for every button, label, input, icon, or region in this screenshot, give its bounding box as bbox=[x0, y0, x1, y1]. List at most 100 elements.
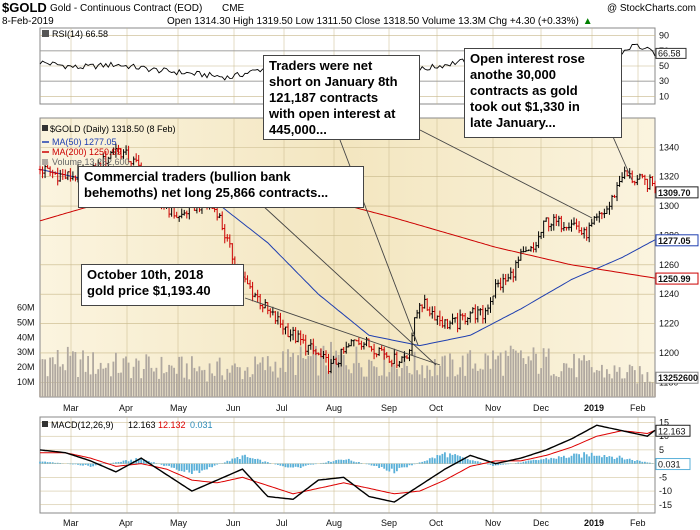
volume-bar bbox=[590, 367, 593, 397]
macd-tick-label: -5 bbox=[659, 472, 667, 482]
macd-histogram-bar bbox=[368, 463, 370, 465]
macd-histogram-bar bbox=[547, 459, 550, 464]
volume-bar bbox=[216, 361, 219, 397]
chart-date: 8-Feb-2019 bbox=[2, 16, 54, 27]
volume-bar bbox=[315, 346, 317, 397]
month-label-macd: Jun bbox=[226, 518, 241, 528]
macd-histogram-bar bbox=[315, 463, 317, 465]
macd-histogram-bar bbox=[153, 462, 155, 464]
volume-bar bbox=[552, 374, 555, 397]
macd-histogram-bar bbox=[173, 463, 175, 468]
volume-bar bbox=[603, 377, 606, 397]
volume-bar bbox=[608, 373, 611, 397]
macd-histogram-bar bbox=[223, 462, 226, 464]
macd-histogram-bar bbox=[127, 461, 130, 464]
volume-bar bbox=[461, 355, 464, 397]
volume-bar bbox=[309, 356, 312, 397]
volume-bar bbox=[578, 358, 580, 397]
macd-histogram-bar bbox=[428, 458, 431, 464]
macd-histogram-bar bbox=[269, 463, 272, 464]
volume-bar bbox=[641, 374, 644, 397]
volume-bar bbox=[99, 362, 102, 397]
macd-histogram-bar bbox=[49, 462, 51, 464]
volume-bar bbox=[512, 349, 515, 397]
volume-bar bbox=[304, 359, 307, 397]
macd-histogram-bar bbox=[342, 460, 345, 464]
macd-hist-last-box bbox=[655, 458, 691, 471]
macd-histogram-bar bbox=[183, 463, 186, 472]
macd-tick-label: -10 bbox=[659, 486, 672, 496]
macd-histogram-bar bbox=[593, 455, 596, 464]
callout-pointer bbox=[419, 129, 593, 219]
macd-histogram-bar bbox=[358, 462, 360, 464]
macd-histogram-bar bbox=[92, 463, 94, 467]
volume-bar bbox=[649, 381, 651, 397]
volume-bar bbox=[188, 379, 191, 397]
volume-bar bbox=[201, 370, 203, 397]
macd-histogram-bar bbox=[618, 455, 621, 464]
volume-bar bbox=[520, 350, 522, 397]
macd-histogram-bar bbox=[122, 460, 125, 464]
volume-bar bbox=[563, 363, 565, 397]
macd-histogram-bar bbox=[575, 453, 578, 464]
volume-bar bbox=[633, 370, 636, 397]
macd-histogram-bar bbox=[527, 460, 530, 464]
macd-histogram-bar bbox=[514, 463, 517, 464]
price-tick-label: 1220 bbox=[659, 319, 679, 329]
volume-bar bbox=[340, 349, 343, 397]
macd-histogram-bar bbox=[355, 462, 358, 464]
macd-histogram-bar bbox=[185, 463, 188, 470]
macd-histogram-bar bbox=[560, 457, 563, 464]
macd-histogram-bar bbox=[304, 463, 307, 466]
watermark: @ StockCharts.com bbox=[606, 3, 696, 14]
macd-histogram-bar bbox=[350, 460, 353, 464]
macd-histogram-bar bbox=[251, 458, 254, 464]
macd-legend-signal: 12.132 bbox=[158, 420, 186, 430]
volume-bar bbox=[621, 378, 623, 397]
volume-bar bbox=[228, 372, 231, 397]
volume-bar bbox=[226, 368, 229, 397]
volume-bar bbox=[82, 350, 84, 397]
volume-bar bbox=[107, 363, 110, 397]
volume-bar bbox=[155, 367, 158, 397]
volume-bar bbox=[289, 356, 292, 397]
volume-bar bbox=[525, 364, 527, 397]
macd-histogram-bar bbox=[552, 458, 555, 464]
volume-bar bbox=[606, 369, 608, 397]
macd-legend-hist: 0.031 bbox=[190, 420, 213, 430]
volume-bar bbox=[464, 375, 467, 397]
macd-histogram-bar bbox=[373, 463, 375, 466]
macd-histogram-bar bbox=[388, 463, 391, 472]
volume-bar bbox=[185, 363, 188, 397]
macd-histogram-bar bbox=[254, 459, 256, 464]
macd-histogram-bar bbox=[277, 463, 279, 465]
month-label-price: Nov bbox=[485, 403, 502, 413]
macd-histogram-bar bbox=[573, 453, 575, 464]
month-label-macd: Apr bbox=[119, 518, 133, 528]
volume-bar bbox=[198, 366, 201, 397]
macd-histogram-bar bbox=[84, 463, 87, 465]
volume-bar bbox=[456, 374, 459, 397]
macd-last-label: 12.163 bbox=[658, 426, 686, 436]
volume-bar bbox=[555, 376, 558, 397]
macd-histogram-bar bbox=[476, 461, 479, 464]
volume-bar bbox=[72, 351, 74, 397]
macd-histogram-bar bbox=[641, 461, 644, 464]
volume-bar bbox=[287, 349, 289, 397]
macd-histogram-bar bbox=[603, 455, 606, 464]
volume-bar bbox=[517, 353, 520, 397]
volume-bar bbox=[401, 368, 403, 397]
macd-histogram-bar bbox=[352, 461, 355, 464]
macd-histogram-bar bbox=[160, 463, 163, 465]
ohlc-summary: Open 1314.30 High 1319.50 Low 1311.50 Cl… bbox=[167, 16, 593, 27]
macd-histogram-bar bbox=[59, 463, 62, 464]
macd-histogram-bar bbox=[623, 459, 626, 464]
volume-bar bbox=[325, 365, 327, 397]
volume-bar bbox=[466, 353, 469, 397]
volume-bar bbox=[406, 366, 408, 397]
volume-bar bbox=[46, 376, 49, 397]
volume-bar bbox=[125, 356, 127, 397]
macd-histogram-bar bbox=[421, 461, 424, 464]
macd-histogram-bar bbox=[345, 459, 348, 464]
volume-bar bbox=[208, 363, 211, 397]
